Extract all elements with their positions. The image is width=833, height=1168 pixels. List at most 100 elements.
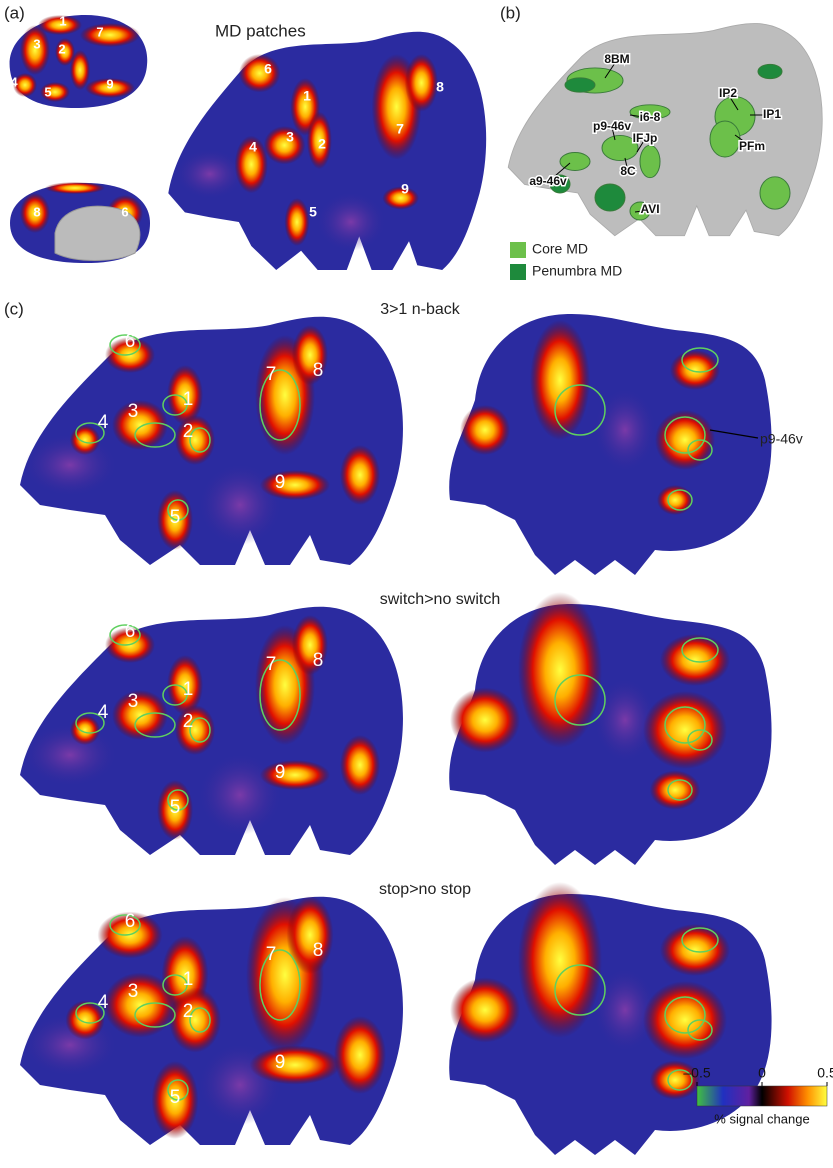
activation bbox=[287, 896, 334, 974]
inflated-medial bbox=[10, 182, 150, 263]
patch-number: 7 bbox=[266, 364, 277, 385]
patch-number: 3 bbox=[286, 129, 294, 145]
area-label: IP1 bbox=[763, 107, 781, 121]
patch-number: 5 bbox=[170, 507, 181, 528]
flat-map bbox=[449, 314, 771, 575]
area-label: IFJp bbox=[633, 131, 658, 145]
colorbar-tick-label: 0.5 bbox=[817, 1065, 833, 1081]
colorbar-tick-label: 0 bbox=[758, 1065, 766, 1081]
patch-number: 8 bbox=[313, 650, 324, 671]
patch-number: 8 bbox=[33, 204, 40, 219]
activation bbox=[175, 415, 215, 465]
weak-activation bbox=[25, 435, 115, 495]
patch-number: 4 bbox=[249, 139, 257, 155]
weak-activation bbox=[25, 725, 115, 785]
panel-label: (c) bbox=[4, 299, 24, 318]
patch-number: 5 bbox=[309, 204, 317, 220]
activation bbox=[643, 691, 727, 769]
md-area bbox=[565, 78, 595, 92]
patch-number: 5 bbox=[44, 84, 51, 99]
activation bbox=[660, 924, 730, 976]
patch-number: 5 bbox=[170, 1087, 181, 1108]
activation bbox=[334, 1016, 386, 1094]
activation bbox=[260, 470, 330, 500]
patch-number: 6 bbox=[125, 331, 136, 352]
patch-number: 6 bbox=[264, 61, 272, 77]
md-area bbox=[640, 145, 660, 177]
area-label: IP2 bbox=[719, 86, 737, 100]
activation bbox=[169, 988, 221, 1053]
patch-number: 7 bbox=[266, 944, 277, 965]
patch-number: 2 bbox=[183, 421, 194, 442]
parcellation-map bbox=[508, 24, 822, 236]
md-area bbox=[760, 177, 790, 209]
patch-number: 1 bbox=[303, 88, 311, 104]
flat-map bbox=[20, 317, 403, 565]
legend-swatch bbox=[510, 242, 526, 258]
activation bbox=[340, 445, 380, 505]
patch-number: 2 bbox=[318, 136, 326, 152]
patch-number: 5 bbox=[170, 797, 181, 818]
md-area bbox=[710, 121, 740, 157]
patch-number: 2 bbox=[183, 711, 194, 732]
area-label: AVI bbox=[640, 202, 659, 216]
patch-number: 3 bbox=[128, 981, 139, 1002]
activation bbox=[70, 425, 100, 455]
activation bbox=[260, 760, 330, 790]
weak-activation bbox=[177, 150, 243, 198]
condition-title: stop>no stop bbox=[379, 881, 471, 898]
colorbar-title: % signal change bbox=[714, 1111, 809, 1126]
patch-number: 7 bbox=[396, 121, 404, 137]
flat-map bbox=[168, 32, 486, 270]
activation bbox=[239, 54, 281, 92]
patch-number: 6 bbox=[125, 911, 136, 932]
patch-number: 9 bbox=[106, 76, 113, 91]
condition-title: switch>no switch bbox=[380, 591, 501, 608]
activation bbox=[643, 981, 727, 1059]
area-label: 8BM bbox=[604, 52, 629, 66]
flat-map bbox=[449, 592, 771, 865]
activation bbox=[175, 705, 215, 755]
patch-number: 1 bbox=[183, 389, 194, 410]
patch-number: 4 bbox=[10, 74, 18, 89]
activation bbox=[450, 688, 520, 753]
area-label: i6-8 bbox=[640, 110, 661, 124]
activation bbox=[655, 410, 715, 470]
area-label: PFm bbox=[739, 139, 765, 153]
patch-number: 2 bbox=[183, 1001, 194, 1022]
patch-number: 3 bbox=[128, 691, 139, 712]
activation bbox=[450, 978, 520, 1043]
activation bbox=[405, 54, 438, 112]
legend-swatch bbox=[510, 264, 526, 280]
patch-number: 9 bbox=[401, 181, 409, 197]
activation bbox=[530, 320, 590, 440]
panel-label: (b) bbox=[500, 3, 521, 22]
activation bbox=[285, 198, 310, 246]
activation bbox=[250, 1046, 341, 1085]
patch-number: 4 bbox=[98, 412, 109, 433]
panel-label: (a) bbox=[4, 3, 25, 22]
annotation: p9-46v bbox=[760, 431, 803, 447]
panel-title: MD patches bbox=[215, 21, 306, 40]
patch-number: 7 bbox=[266, 654, 277, 675]
md-area bbox=[595, 184, 625, 211]
activation bbox=[45, 182, 105, 194]
activation bbox=[340, 735, 380, 795]
patch-number: 3 bbox=[128, 401, 139, 422]
patch-number: 9 bbox=[275, 472, 286, 493]
patch-number: 9 bbox=[275, 762, 286, 783]
activation bbox=[660, 634, 730, 686]
activation bbox=[460, 405, 510, 455]
condition-title: 3>1 n-back bbox=[380, 301, 461, 318]
flat-map bbox=[20, 896, 403, 1145]
area-label: 8C bbox=[620, 164, 636, 178]
colorbar bbox=[697, 1086, 827, 1106]
patch-number: 2 bbox=[58, 41, 65, 56]
patch-number: 8 bbox=[313, 360, 324, 381]
area-label: a9-46v bbox=[529, 174, 567, 188]
patch-number: 8 bbox=[313, 940, 324, 961]
patch-number: 1 bbox=[59, 13, 66, 28]
md-area bbox=[758, 64, 782, 78]
patch-number: 8 bbox=[436, 79, 444, 95]
activation bbox=[70, 715, 100, 745]
